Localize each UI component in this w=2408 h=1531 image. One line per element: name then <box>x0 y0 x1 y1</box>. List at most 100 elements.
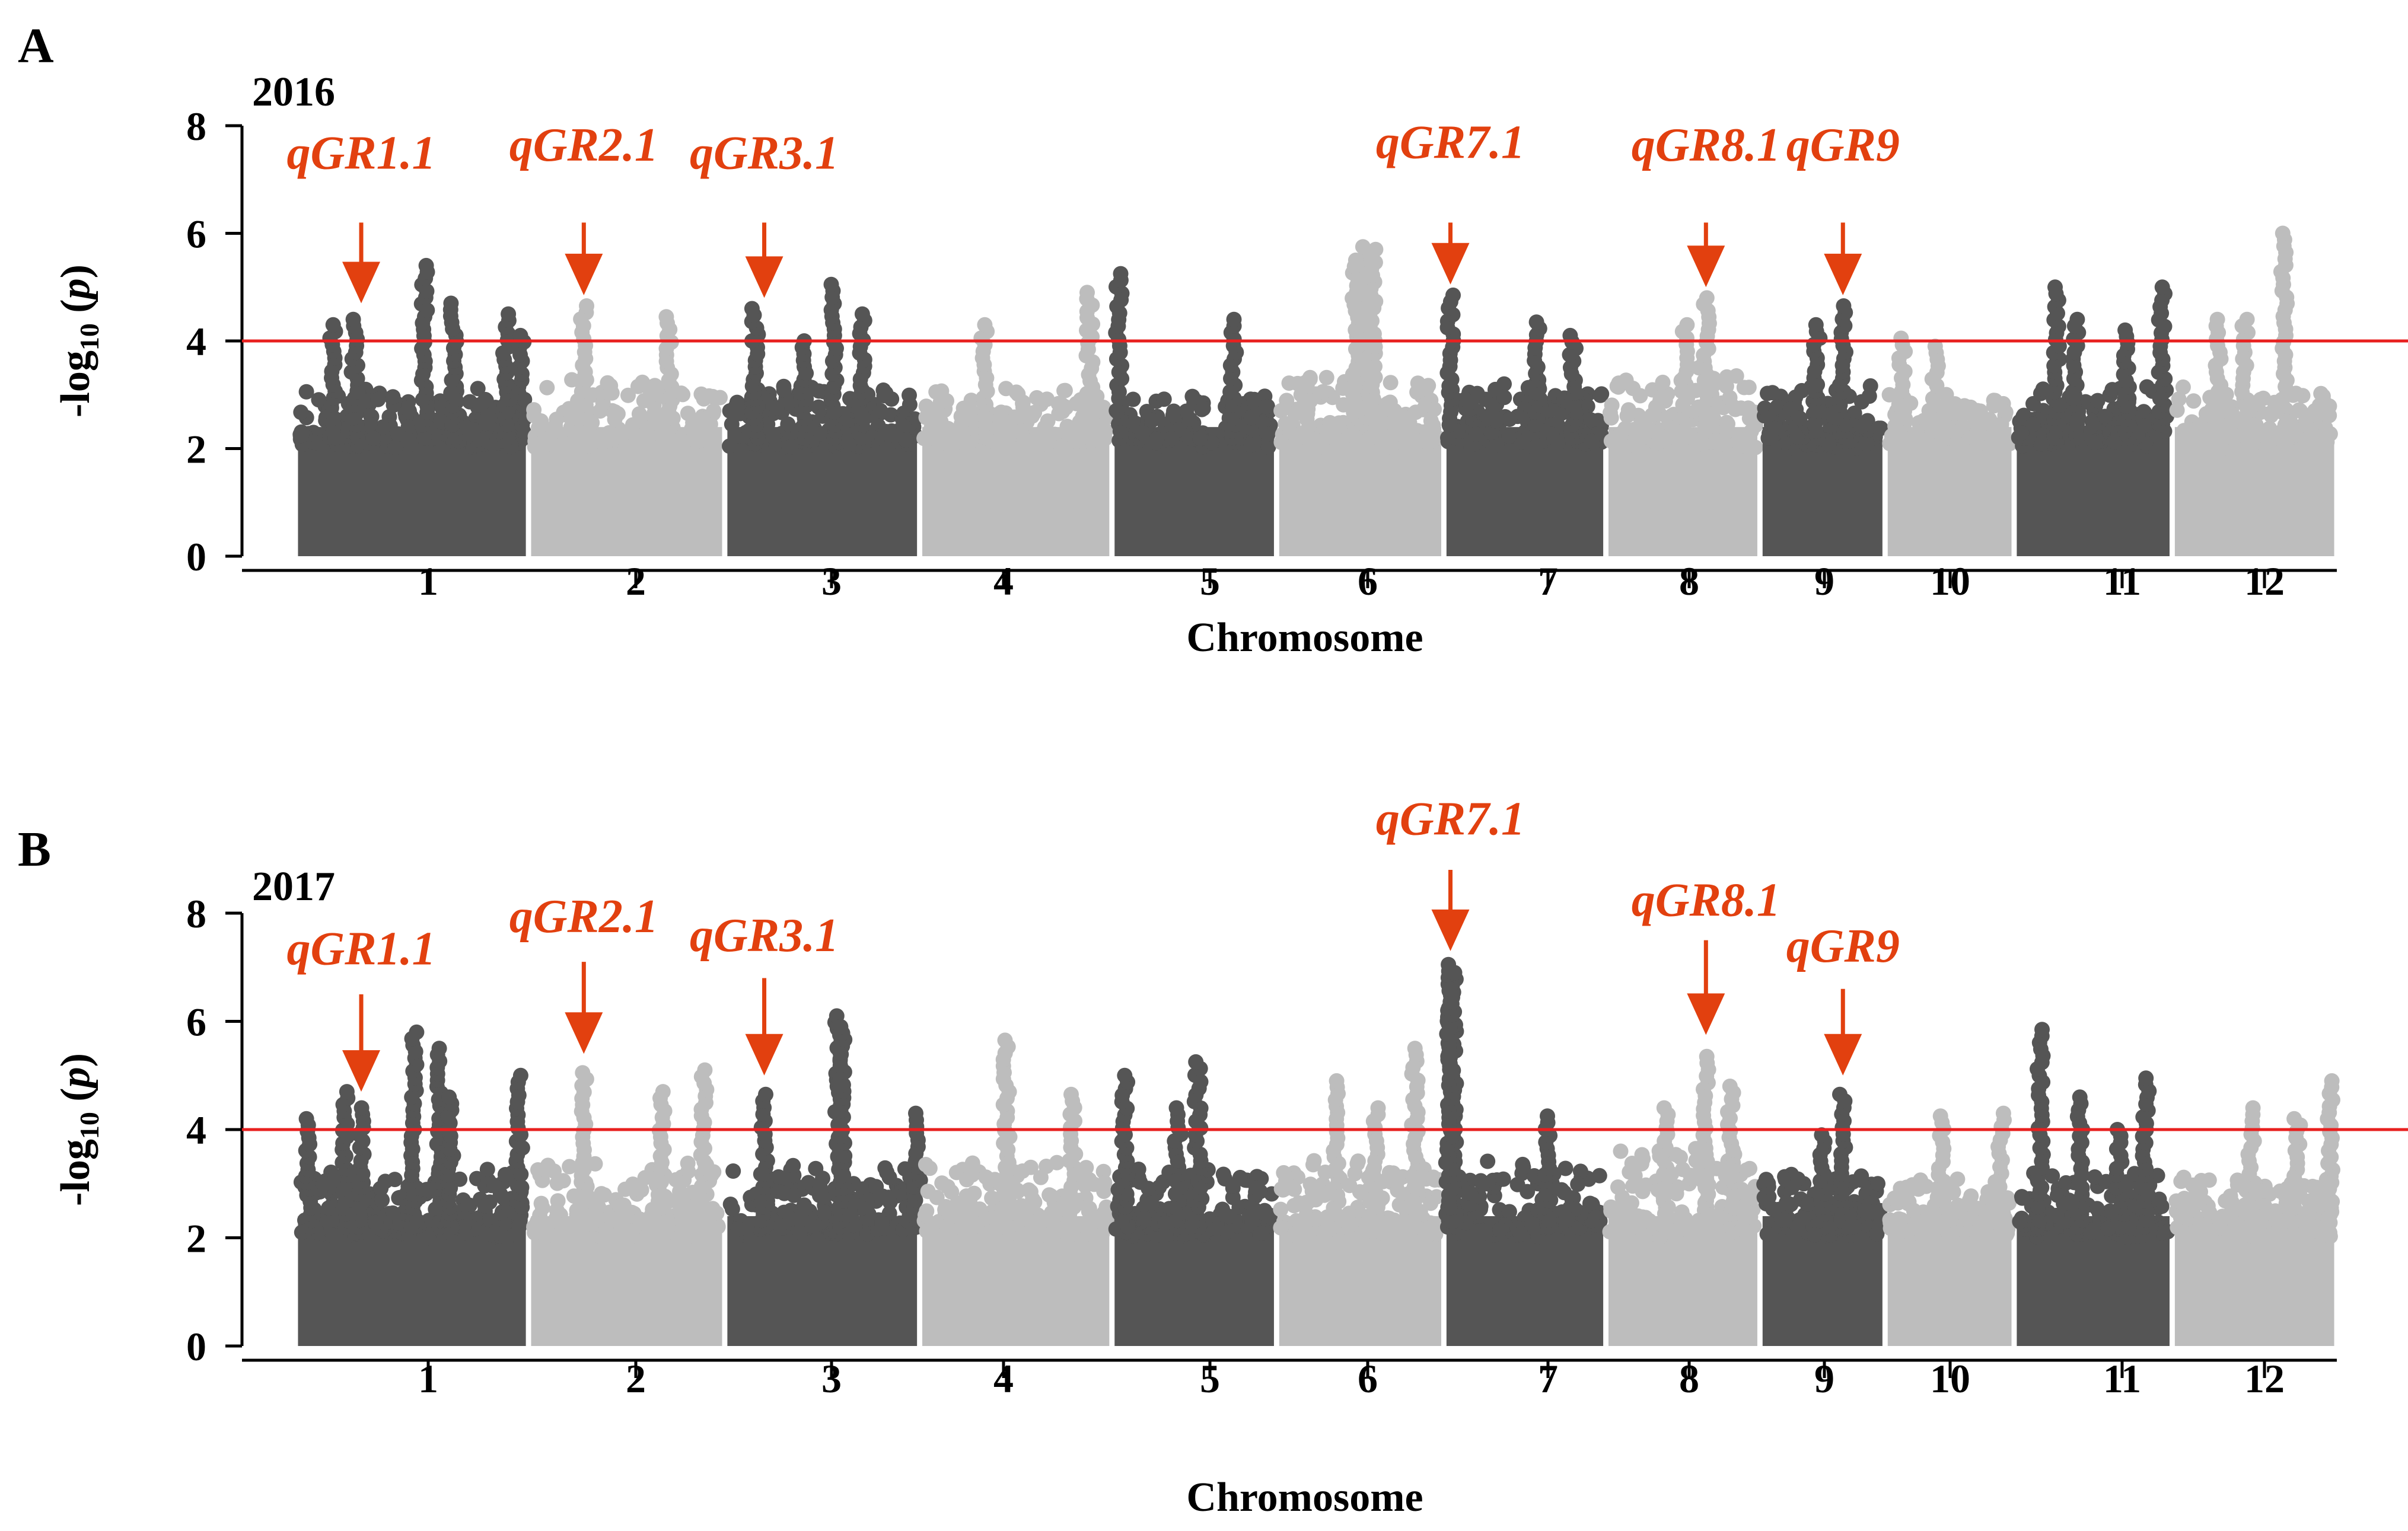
peak-snp-point <box>575 1065 591 1081</box>
y-tick-label: 2 <box>186 427 206 472</box>
arrow-head-icon <box>342 261 381 304</box>
snp-point <box>998 381 1014 397</box>
chromosome-3-dense-band <box>727 1216 918 1346</box>
snp-point <box>2014 425 2030 441</box>
snp-point <box>2306 432 2322 448</box>
snp-point <box>1483 425 1499 441</box>
peak-snp-point <box>658 309 674 325</box>
snp-point <box>730 1221 746 1237</box>
snp-point <box>1881 387 1897 403</box>
snp-point <box>385 389 401 405</box>
snp-point <box>1769 399 1785 415</box>
snp-point <box>1041 1187 1058 1203</box>
snp-point <box>1144 412 1160 428</box>
snp-point <box>760 416 776 432</box>
snp-point <box>1617 420 1633 436</box>
snp-point <box>1281 375 1297 391</box>
snp-point <box>1989 431 2005 447</box>
snp-point <box>1611 375 1627 391</box>
peak-snp-point <box>1832 1086 1848 1102</box>
snp-point <box>785 1157 801 1173</box>
snp-point <box>1570 1176 1586 1192</box>
snp-point <box>1388 419 1404 435</box>
peak-snp-point <box>758 1086 773 1102</box>
snp-point <box>1273 1220 1289 1236</box>
snp-point <box>1790 1171 1806 1187</box>
snp-point <box>1767 420 1783 436</box>
data-points <box>292 225 2338 556</box>
snp-point <box>1192 430 1208 446</box>
snp-point <box>1610 1179 1626 1195</box>
annotation-qgr2-1: qGR2.1 <box>509 119 658 295</box>
snp-point <box>535 439 551 455</box>
snp-point <box>1390 1173 1406 1189</box>
snp-point <box>421 1230 437 1246</box>
snp-point <box>1307 1211 1323 1227</box>
snp-point <box>1204 435 1219 451</box>
peak-snp-point <box>2117 322 2133 338</box>
snp-point <box>549 412 565 428</box>
snp-point <box>1404 428 1420 444</box>
chromosome-4-points <box>916 285 1114 556</box>
snp-point <box>1278 1173 1294 1189</box>
snp-point <box>1302 393 1318 409</box>
chromosome-5-points <box>1108 1054 1280 1346</box>
snp-point <box>2104 382 2120 398</box>
arrow-head-icon <box>745 256 783 298</box>
arrow-head-icon <box>1687 245 1725 288</box>
peak-snp-point <box>2069 311 2085 327</box>
peak-snp-point <box>1348 252 1364 268</box>
snp-point <box>1260 439 1276 455</box>
peak-snp-point <box>345 311 361 327</box>
peak-snp-point <box>1407 1041 1423 1057</box>
snp-point <box>1556 1185 1572 1201</box>
snp-point <box>1861 388 1877 404</box>
peak-snp-point <box>2275 225 2291 241</box>
snp-point <box>1496 390 1512 406</box>
snp-point <box>1608 1205 1625 1221</box>
peak-snp-point <box>1679 317 1695 333</box>
snp-point <box>1383 375 1399 391</box>
peak-snp-point <box>854 306 870 322</box>
snp-point <box>808 1160 824 1176</box>
snp-point <box>1164 430 1180 446</box>
chromosome-9-points <box>1756 1086 1888 1346</box>
snp-point <box>2253 391 2269 407</box>
snp-point <box>1622 1216 1638 1232</box>
y-tick-label: 6 <box>186 212 206 257</box>
peak-snp-point <box>418 257 434 273</box>
peak-snp-point <box>1188 1054 1204 1070</box>
y-tick-label: 8 <box>186 104 206 149</box>
snp-point <box>1480 1153 1496 1169</box>
chromosome-8-points <box>1602 1048 1763 1346</box>
peak-snp-point <box>1117 1067 1133 1083</box>
snp-point <box>1093 430 1109 446</box>
snp-point <box>780 416 796 432</box>
snp-point <box>298 384 314 400</box>
snp-point <box>1318 369 1334 385</box>
snp-point <box>1800 1196 1816 1212</box>
snp-point <box>534 1200 550 1216</box>
snp-point <box>1655 374 1671 390</box>
snp-point <box>1558 1210 1574 1226</box>
snp-point <box>1728 368 1744 384</box>
snp-point <box>884 391 900 407</box>
snp-point <box>1040 413 1056 429</box>
annotation-label: qGR7.1 <box>1376 116 1525 168</box>
peak-snp-point <box>1699 1048 1715 1064</box>
snp-point <box>869 407 886 423</box>
snp-point <box>625 1223 641 1239</box>
snp-point <box>2185 437 2201 453</box>
peak-snp-point <box>441 1089 457 1105</box>
snp-point <box>918 398 934 414</box>
snp-point <box>477 1198 493 1214</box>
peak-snp-point <box>908 1105 923 1121</box>
snp-point <box>939 1224 955 1240</box>
snp-point <box>1081 1201 1097 1216</box>
snp-point <box>1736 379 1752 395</box>
peak-snp-point <box>823 276 839 292</box>
snp-point <box>1963 1188 1979 1204</box>
snp-point <box>1243 410 1259 426</box>
snp-point <box>591 433 607 449</box>
